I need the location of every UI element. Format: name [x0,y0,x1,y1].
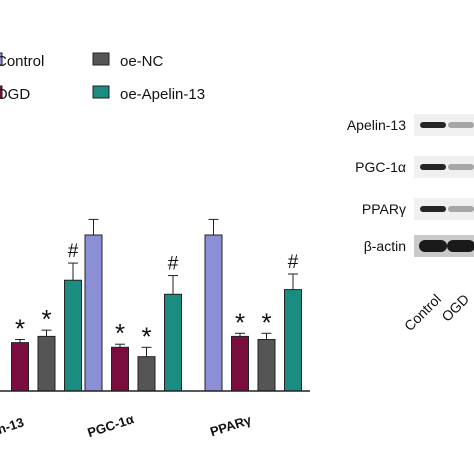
blot-protein-label-2: PPARγ [362,201,406,217]
significance-mark-8: # [288,252,299,273]
bar-2-0 [204,234,223,392]
legend: Control OGD oe-NC oe-Apelin-13 [0,52,205,103]
legend-swatch-1 [0,85,3,99]
bar-2-3 [284,289,302,392]
significance-mark-3: * [115,318,125,348]
category-label-0: n-13 [0,414,26,437]
blot-band-3-0 [419,240,447,252]
bar-chart: * * # * * # * * # n-13 PGC-1α PPARγ [0,218,310,440]
legend-swatch-3 [92,85,110,99]
legend-label-3: oe-Apelin-13 [120,86,205,103]
significance-mark-4: * [141,321,151,351]
blot-protein-label-3: β-actin [364,238,406,254]
blot-lane-label-1: OGD [438,291,472,325]
blot-band-2-0 [420,206,446,212]
blot-band-3-1 [447,240,474,252]
legend-swatch-2 [92,52,110,66]
blot-band-0-1 [448,122,474,128]
legend-swatch-0 [0,52,3,66]
significance-mark-7: * [261,307,271,337]
blot-band-1-1 [448,164,474,170]
blot-protein-label-0: Apelin-13 [347,117,406,133]
blot-band-0-0 [420,122,446,128]
category-label-2: PPARγ [208,412,254,440]
bar-2-2 [257,339,276,392]
bar-0-3 [64,279,82,392]
bar-1-3 [164,293,182,392]
legend-label-1: OGD [0,86,30,103]
blot-band-2-1 [448,206,474,212]
category-label-1: PGC-1α [86,411,136,440]
significance-mark-1: * [41,304,51,334]
blot-protein-label-1: PGC-1α [355,159,406,175]
bar-2-1 [231,335,249,392]
blot-band-1-0 [420,164,446,170]
legend-label-2: oe-NC [120,53,164,70]
significance-mark-0: * [15,314,25,344]
bar-1-2 [137,356,156,392]
significance-mark-2: # [68,241,79,262]
bar-1-0 [84,234,103,392]
legend-label-0: Control [0,53,44,70]
bar-1-1 [111,346,129,392]
blot-lane-label-0: Control [401,291,444,334]
bar-0-1 [11,342,29,392]
significance-mark-5: # [168,254,179,275]
significance-mark-6: * [235,307,245,337]
bar-0-2 [37,335,56,392]
